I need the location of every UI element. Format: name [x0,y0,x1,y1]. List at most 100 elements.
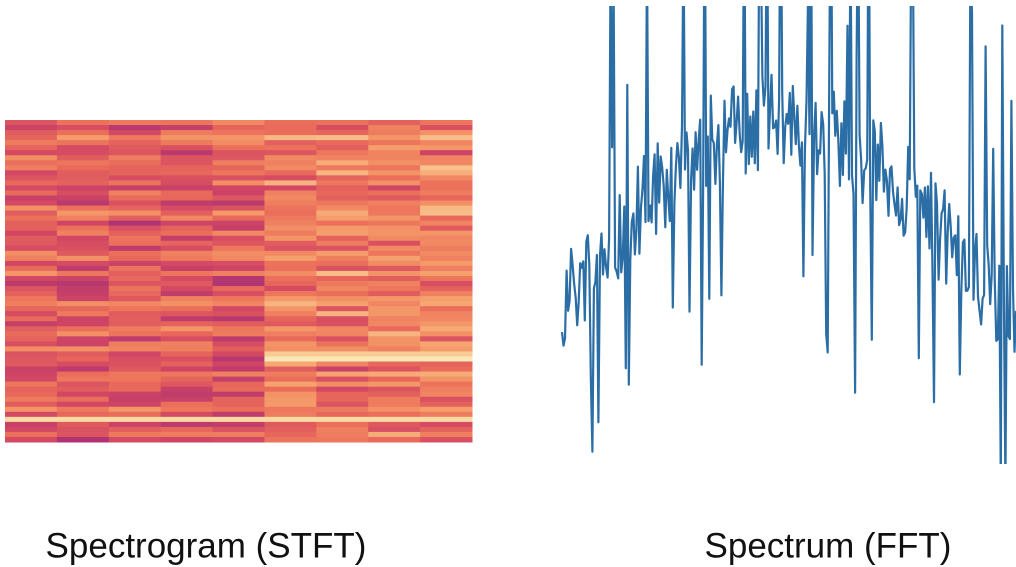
heat-cell [316,235,369,242]
heat-cell [108,135,162,141]
heat-cell [56,406,110,413]
heat-cell [160,356,214,362]
heat-cell [264,250,317,257]
heat-cell [212,436,265,443]
heat-cell [264,406,317,413]
heat-cell [212,431,265,438]
heat-cell [368,205,421,212]
heat-cell [420,170,473,176]
heat-cell [108,326,162,332]
heat-cell [368,296,421,302]
heat-cell [368,250,421,257]
heat-cell [108,336,162,342]
heat-cell [56,160,110,166]
heat-cell [56,260,110,267]
heat-cell [56,170,110,176]
heat-cell [264,316,317,322]
heat-cell [368,220,421,227]
heat-cell [212,130,265,136]
heat-cell [160,321,214,327]
heat-cell [316,150,369,156]
heat-cell [264,150,317,156]
heat-cell [316,190,369,196]
heat-cell [56,351,110,357]
heat-cell [212,275,265,282]
heat-cell [420,361,473,368]
heat-cell [160,336,214,342]
heat-cell [264,396,317,403]
heat-cell [316,351,369,357]
heat-cell [264,371,317,378]
heat-cell [56,225,110,232]
heat-cell [108,160,162,166]
heat-cell [368,436,421,443]
heat-cell [5,311,58,317]
heat-cell [316,321,369,327]
heat-cell [316,376,369,383]
heat-cell [368,140,421,146]
heat-cell [108,275,162,282]
heat-cell [212,291,265,297]
heat-cell [56,346,110,352]
heat-cell [160,195,214,201]
heat-cell [212,356,265,362]
heat-cell [56,125,110,131]
heat-cell [5,351,58,357]
heat-cell [56,130,110,136]
heat-cell [160,220,214,227]
heat-cell [108,391,162,398]
heat-cell [5,175,58,181]
heat-cell [160,351,214,357]
heat-cell [5,215,58,222]
heat-cell [212,326,265,332]
heat-cell [56,235,110,242]
heat-cell [264,336,317,342]
heat-cell [5,346,58,352]
heat-cell [264,281,317,287]
heat-cell [368,125,421,131]
heat-cell [5,180,58,186]
heat-cell [368,391,421,398]
heat-cell [420,225,473,232]
heat-cell [212,331,265,337]
heat-cell [212,260,265,267]
heat-cell [108,205,162,212]
heat-cell [160,341,214,347]
heat-cell [264,255,317,262]
heat-cell [316,291,369,297]
heat-cell [264,386,317,393]
caption: Spectrum (FFT) [705,526,952,565]
heat-cell [316,431,369,438]
heat-cell [160,431,214,438]
heat-cell [160,165,214,171]
heat-cell [56,210,110,217]
heat-cell [160,160,214,166]
heat-cell [212,210,265,217]
heat-cell [108,316,162,322]
heat-cell [368,145,421,151]
spectrogram-image [5,120,473,443]
heat-cell [160,170,214,176]
heat-cell [5,436,58,443]
heat-cell [316,240,369,247]
spectrum-line [560,6,1016,464]
heat-cell [420,220,473,227]
heat-cell [420,301,473,307]
heat-cell [56,436,110,443]
heat-cell [160,401,214,408]
heat-cell [368,270,421,277]
heat-cell [108,331,162,337]
heat-cell [212,371,265,378]
heat-cell [368,120,421,126]
heat-cell [108,306,162,312]
heat-cell [56,255,110,262]
heat-cell [420,331,473,337]
heat-cell [368,331,421,337]
heat-cell [368,386,421,393]
heat-cell [316,155,369,161]
heat-cell [420,245,473,252]
heat-cell [316,316,369,322]
heat-cell [368,301,421,307]
heat-cell [264,135,317,141]
heat-cell [212,120,265,126]
